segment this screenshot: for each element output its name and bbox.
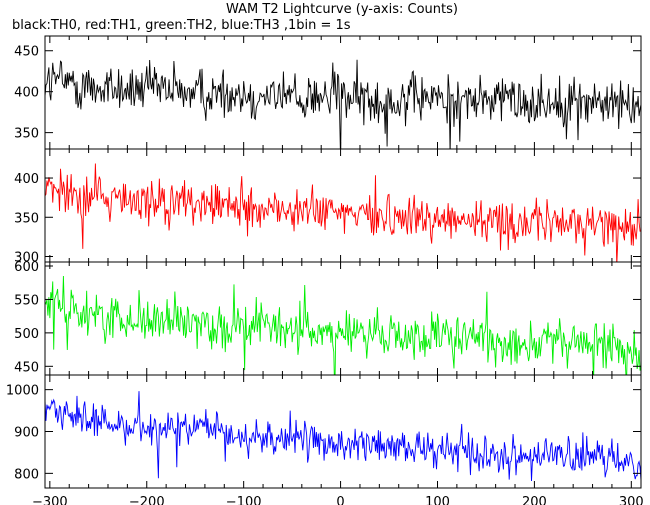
chart-subtitle: black:TH0, red:TH1, green:TH2, blue:TH3 … bbox=[12, 18, 351, 33]
y-tick-label: 1000 bbox=[6, 384, 39, 399]
series-line-th1 bbox=[45, 163, 641, 262]
x-tick-label: −100 bbox=[226, 495, 262, 505]
panels-group: 350 400 450 300 350 400 450 500 550 600 800 900 1000 bbox=[6, 35, 642, 489]
y-tick-label: 400 bbox=[14, 86, 39, 101]
panel-frame bbox=[44, 374, 642, 489]
y-tick-label: 600 bbox=[14, 260, 39, 275]
series-line-th0 bbox=[45, 59, 641, 149]
y-tick-label: 450 bbox=[14, 360, 39, 375]
y-tick-label: 400 bbox=[14, 172, 39, 187]
x-tick-label: 300 bbox=[619, 495, 644, 505]
y-tick-label: 350 bbox=[14, 211, 39, 226]
y-tick-label: 900 bbox=[14, 426, 39, 441]
panel-frame bbox=[44, 261, 642, 376]
x-tick-label: 200 bbox=[522, 495, 547, 505]
y-tick-label: 300 bbox=[14, 251, 39, 266]
panel-th0: 350 400 450 bbox=[14, 35, 642, 150]
series-line-th2 bbox=[45, 276, 641, 375]
x-tick-label: −300 bbox=[32, 495, 68, 505]
y-tick-label: 350 bbox=[14, 127, 39, 142]
y-tick-label: 500 bbox=[14, 327, 39, 342]
y-tick-label: 800 bbox=[14, 467, 39, 482]
x-axis: −300 −200 −100 0 100 200 300 bbox=[32, 495, 644, 505]
y-tick-label: 450 bbox=[14, 45, 39, 60]
x-tick-label: −200 bbox=[129, 495, 165, 505]
y-tick-label: 550 bbox=[14, 293, 39, 308]
series-line-th3 bbox=[45, 391, 641, 482]
panel-th1: 300 350 400 bbox=[14, 148, 642, 266]
panel-th3: 800 900 1000 bbox=[6, 374, 642, 489]
x-tick-label: 100 bbox=[425, 495, 450, 505]
x-tick-label: 0 bbox=[336, 495, 344, 505]
chart-title: WAM T2 Lightcurve (y-axis: Counts) bbox=[226, 2, 458, 17]
